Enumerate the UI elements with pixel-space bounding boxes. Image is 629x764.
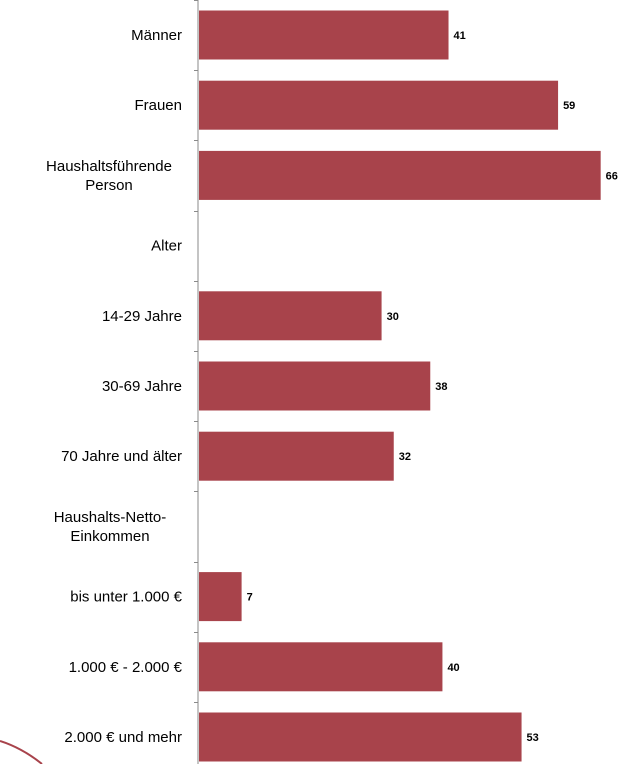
value-label: 38 [435, 381, 447, 393]
value-label: 32 [399, 451, 411, 463]
bar [199, 10, 449, 60]
category-label: 14-29 Jahre [102, 308, 182, 325]
bar [199, 572, 242, 622]
value-label: 7 [247, 592, 253, 604]
value-label: 66 [606, 170, 618, 182]
bar [199, 361, 431, 411]
axis-ticks [194, 0, 198, 703]
value-label: 40 [447, 662, 459, 674]
category-label: 2.000 € und mehr [64, 729, 182, 746]
category-label: Alter [151, 238, 182, 255]
category-label: Haushalts-Netto-Einkommen [54, 509, 167, 545]
value-label: 41 [454, 30, 466, 42]
category-label: 70 Jahre und älter [61, 448, 182, 465]
category-label: 30-69 Jahre [102, 378, 182, 395]
category-label: Männer [131, 27, 182, 44]
bar [199, 150, 601, 200]
bar [199, 431, 394, 481]
value-label: 59 [563, 100, 575, 112]
bar [199, 291, 382, 341]
category-labels: Männer Frauen Haushaltsführende Person Alter… [46, 27, 183, 746]
bar [199, 642, 443, 692]
value-label: 30 [387, 311, 399, 323]
bar [199, 712, 522, 762]
category-label: 1.000 € - 2.000 € [69, 659, 183, 676]
category-label: Haushaltsführende Person [46, 158, 172, 194]
value-label: 53 [527, 732, 539, 744]
value-labels: 41 59 66 30 38 32 7 40 53 [247, 30, 618, 744]
decorative-swoosh [0, 740, 43, 764]
category-label: Frauen [134, 97, 182, 114]
bar [199, 80, 559, 130]
bars [199, 10, 601, 762]
category-label: bis unter 1.000 € [70, 589, 182, 606]
